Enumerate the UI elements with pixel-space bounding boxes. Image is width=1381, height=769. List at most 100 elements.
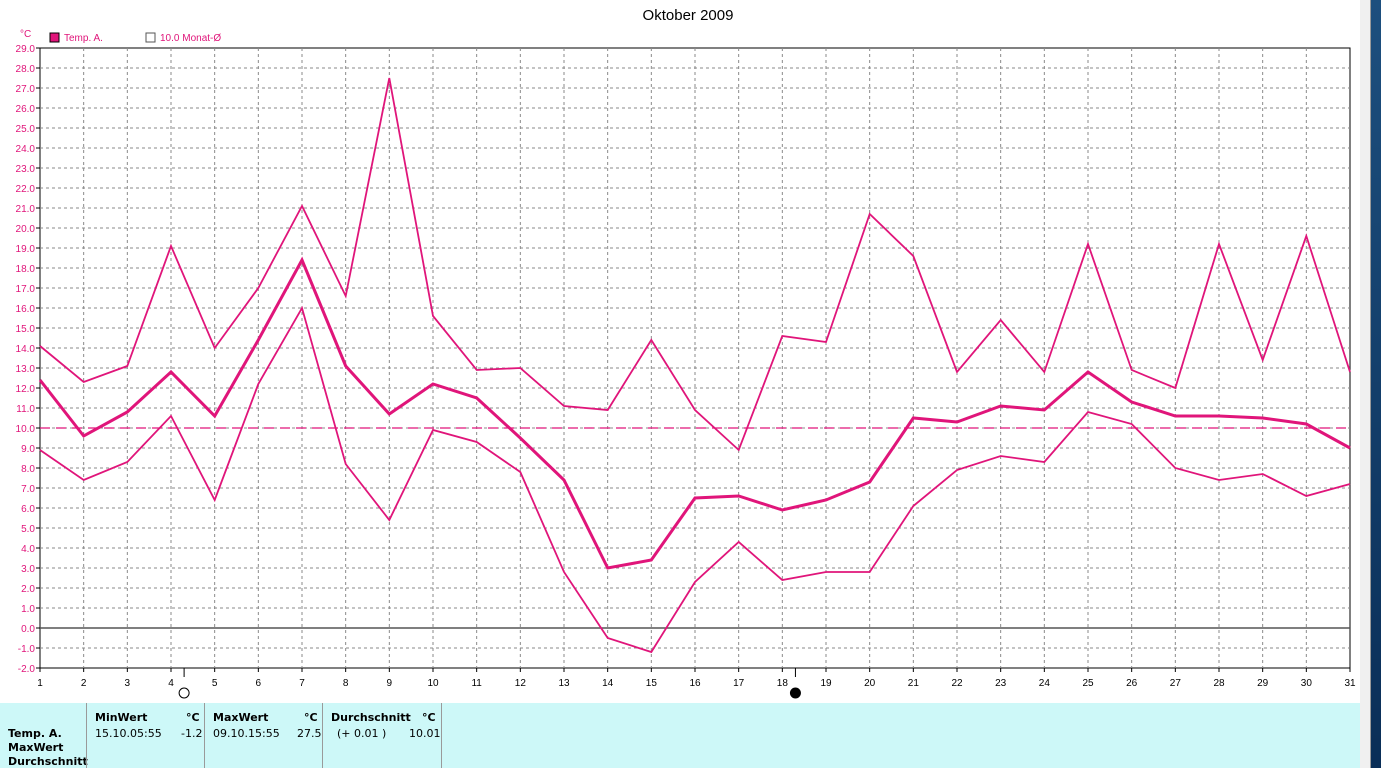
durchschnitt-column: Durchschnitt °C (+ 0.01 ) 10.01 xyxy=(322,703,442,768)
legend-label: 10.0 Monat-Ø xyxy=(160,33,221,44)
temperature-chart: Oktober 2009 °C Temp. A. 10.0 Monat-Ø -2.… xyxy=(16,7,1356,699)
y-tick-label: 27.0 xyxy=(16,84,36,95)
x-tick-label: 5 xyxy=(212,678,218,689)
y-tick-label: 10.0 xyxy=(16,424,36,435)
maxwert-column: MaxWert °C 09.10. 15:55 27.5 xyxy=(204,703,323,768)
grid xyxy=(39,47,1351,669)
x-tick-label: 30 xyxy=(1301,678,1313,689)
x-tick-label: 20 xyxy=(864,678,876,689)
legend-marker xyxy=(145,32,156,43)
x-tick-label: 25 xyxy=(1082,678,1094,689)
y-tick-label: 13.0 xyxy=(16,364,36,375)
full-moon-icon xyxy=(178,687,190,699)
series-lines xyxy=(38,77,1351,654)
y-tick-label: 19.0 xyxy=(16,244,36,255)
durchschnitt-delta: (+ 0.01 ) xyxy=(337,727,387,740)
x-tick-label: 14 xyxy=(602,678,614,689)
y-tick-label: 21.0 xyxy=(16,204,36,215)
x-tick-label: 24 xyxy=(1039,678,1051,689)
y-tick-label: 0.0 xyxy=(21,624,35,635)
minwert-column: MinWert °C 15.10. 05:55 -1.2 xyxy=(86,703,205,768)
y-tick-label: 18.0 xyxy=(16,264,36,275)
maxwert-time: 15:55 xyxy=(248,727,280,740)
y-tick-label: 14.0 xyxy=(16,344,36,355)
row-label-maxwert: MaxWert xyxy=(8,741,64,754)
chart-title: Oktober 2009 xyxy=(643,7,734,24)
minwert-header: MinWert xyxy=(95,711,148,724)
x-tick-label: 7 xyxy=(299,678,305,689)
legend-label: Temp. A. xyxy=(64,33,103,44)
y-tick-label: 17.0 xyxy=(16,284,36,295)
y-tick-label: 4.0 xyxy=(21,544,35,555)
y-tick-label: 26.0 xyxy=(16,104,36,115)
x-tick-label: 2 xyxy=(81,678,87,689)
x-tick-label: 11 xyxy=(471,678,482,689)
maxwert-unit: °C xyxy=(304,711,318,724)
y-tick-label: 8.0 xyxy=(21,464,35,475)
x-tick-label: 23 xyxy=(995,678,1007,689)
y-axis-ticks: -2.0 -1.0 0.0 1.0 2.0 3.0 4.0 5.0 6.0 7.0 8.0 9.0 10… xyxy=(16,44,40,675)
legend: Temp. A. 10.0 Monat-Ø xyxy=(49,32,221,44)
x-tick-label: 3 xyxy=(125,678,131,689)
x-tick-label: 6 xyxy=(256,678,262,689)
x-tick-label: 15 xyxy=(646,678,658,689)
summary-row-labels: Temp. A. MaxWert Durchschnitt xyxy=(8,727,88,769)
row-label-temp: Temp. A. xyxy=(8,727,62,740)
y-tick-label: 16.0 xyxy=(16,304,36,315)
x-tick-label: 8 xyxy=(343,678,349,689)
y-tick-label: 2.0 xyxy=(21,584,35,595)
series-line-mean xyxy=(38,256,1351,570)
y-axis-unit: °C xyxy=(20,29,31,40)
x-tick-label: 27 xyxy=(1170,678,1182,689)
window-edge xyxy=(1360,0,1381,768)
minwert-value: -1.2 xyxy=(181,727,203,740)
maxwert-header: MaxWert xyxy=(213,711,269,724)
x-axis-ticks: 1 2 3 4 5 6 7 8 9 10 11 12 13 14 15 16 17 18 19 20 21 22 23 24 2… xyxy=(37,668,1356,689)
x-tick-label: 10 xyxy=(427,678,439,689)
x-tick-label: 12 xyxy=(515,678,527,689)
minwert-time: 05:55 xyxy=(130,727,162,740)
y-tick-label: 12.0 xyxy=(16,384,36,395)
y-tick-label: 15.0 xyxy=(16,324,36,335)
maxwert-date: 09.10. xyxy=(213,727,248,740)
y-tick-label: 7.0 xyxy=(21,484,35,495)
y-tick-label: 23.0 xyxy=(16,164,36,175)
y-tick-label: 25.0 xyxy=(16,124,36,135)
x-tick-label: 22 xyxy=(951,678,963,689)
x-tick-label: 18 xyxy=(777,678,789,689)
y-tick-label: 11.0 xyxy=(16,404,35,415)
durchschnitt-header: Durchschnitt xyxy=(331,711,411,724)
x-tick-label: 16 xyxy=(689,678,701,689)
x-tick-label: 26 xyxy=(1126,678,1138,689)
series-line-min xyxy=(39,305,1351,654)
x-tick-label: 17 xyxy=(733,678,745,689)
minwert-date: 15.10. xyxy=(95,727,130,740)
y-tick-label: 5.0 xyxy=(21,524,35,535)
y-tick-label: 6.0 xyxy=(21,504,35,515)
minwert-unit: °C xyxy=(186,711,200,724)
y-tick-label: 24.0 xyxy=(16,144,36,155)
y-tick-label: 3.0 xyxy=(21,564,35,575)
x-tick-label: 28 xyxy=(1213,678,1225,689)
summary-panel: Temp. A. MaxWert Durchschnitt MinWert °C… xyxy=(0,703,1360,768)
durchschnitt-value: 10.01 xyxy=(409,727,441,740)
y-tick-label: 22.0 xyxy=(16,184,36,195)
y-tick-label: 28.0 xyxy=(16,64,36,75)
y-tick-label: -2.0 xyxy=(18,664,36,675)
x-tick-label: 4 xyxy=(168,678,174,689)
maxwert-value: 27.5 xyxy=(297,727,322,740)
x-tick-label: 21 xyxy=(908,678,920,689)
x-tick-label: 13 xyxy=(558,678,570,689)
y-tick-label: 20.0 xyxy=(16,224,36,235)
durchschnitt-unit: °C xyxy=(422,711,436,724)
y-tick-label: -1.0 xyxy=(18,644,36,655)
y-tick-label: 29.0 xyxy=(16,44,36,55)
vertical-scrollbar[interactable] xyxy=(1360,0,1371,768)
x-tick-label: 31 xyxy=(1344,678,1356,689)
y-tick-label: 1.0 xyxy=(21,604,35,615)
x-tick-label: 19 xyxy=(820,678,832,689)
y-tick-label: 9.0 xyxy=(21,444,35,455)
series-line-max xyxy=(39,77,1351,452)
legend-marker xyxy=(49,32,60,43)
moon-phase-markers xyxy=(178,668,801,699)
